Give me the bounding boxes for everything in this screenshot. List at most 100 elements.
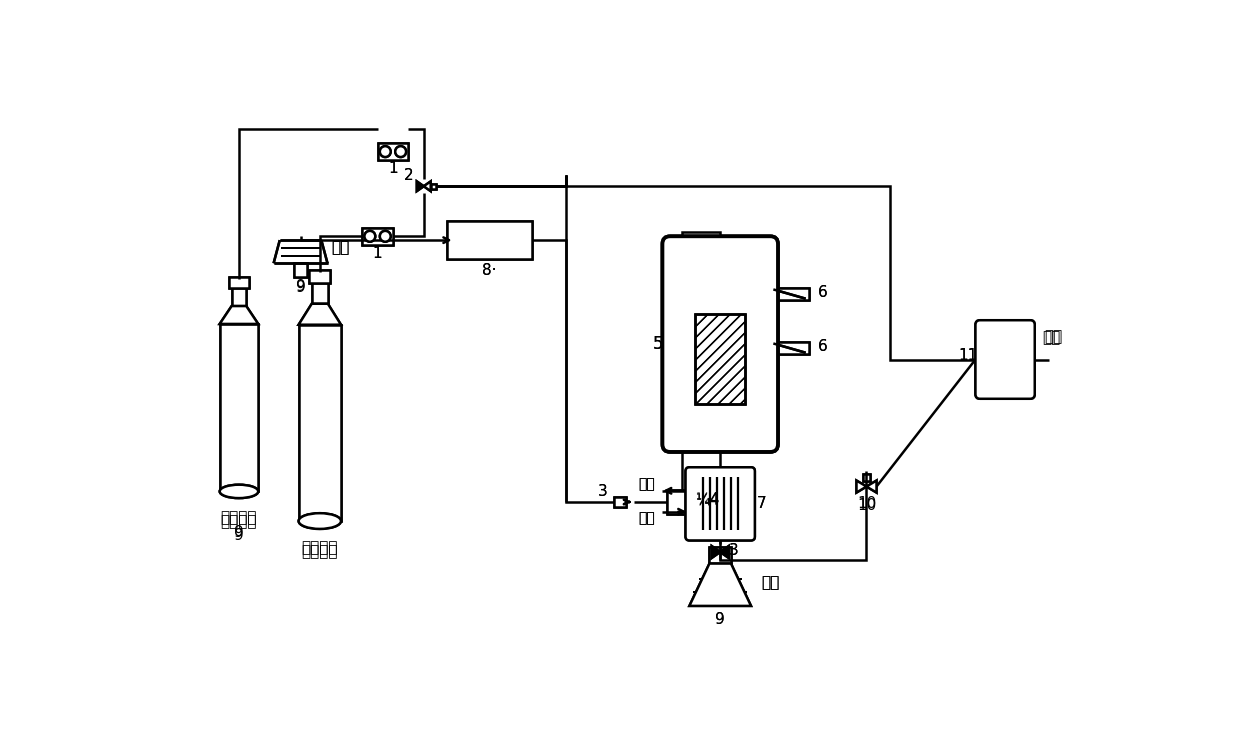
Text: 出水: 出水: [639, 478, 656, 492]
Bar: [863, 473, 870, 481]
Bar: [232, 288, 247, 306]
Bar: [294, 263, 306, 277]
Circle shape: [379, 231, 391, 242]
Bar: [311, 283, 327, 304]
Text: 9: 9: [295, 280, 305, 296]
Text: 7: 7: [756, 496, 766, 512]
Circle shape: [379, 146, 391, 157]
Text: 3: 3: [729, 543, 739, 558]
Text: ¼4: ¼4: [694, 491, 719, 506]
Text: 高纯氢气: 高纯氢气: [301, 544, 339, 560]
Bar: [770, 288, 808, 300]
Text: 5: 5: [652, 335, 663, 353]
Text: 1: 1: [373, 246, 382, 261]
Text: 6: 6: [817, 339, 827, 354]
Text: 进水: 进水: [639, 511, 656, 525]
Text: 11: 11: [959, 348, 977, 363]
Bar: [667, 490, 697, 514]
Polygon shape: [299, 304, 341, 325]
Text: 10: 10: [857, 497, 877, 512]
Bar: [446, 221, 532, 260]
Polygon shape: [424, 182, 430, 191]
Text: 8·: 8·: [482, 262, 496, 278]
Polygon shape: [857, 481, 867, 493]
Bar: [667, 490, 697, 514]
Text: 进水: 进水: [639, 512, 656, 526]
Bar: [229, 277, 248, 288]
Text: 8·: 8·: [482, 262, 496, 278]
Circle shape: [365, 231, 376, 242]
Text: 放空: 放空: [1044, 329, 1063, 344]
Text: 7: 7: [756, 496, 766, 512]
Circle shape: [379, 146, 391, 157]
Bar: [309, 270, 330, 283]
FancyBboxPatch shape: [976, 320, 1034, 399]
Polygon shape: [720, 546, 729, 558]
Text: 1: 1: [388, 161, 398, 176]
Text: 9: 9: [234, 527, 244, 542]
Bar: [377, 143, 408, 160]
Polygon shape: [219, 306, 258, 324]
FancyBboxPatch shape: [976, 320, 1034, 399]
Bar: [311, 283, 327, 304]
Text: 出水: 出水: [639, 478, 656, 492]
Polygon shape: [219, 306, 258, 324]
Bar: [232, 288, 247, 306]
FancyBboxPatch shape: [686, 467, 755, 541]
Text: 高纯氢气: 高纯氢气: [301, 541, 339, 556]
Text: 1: 1: [373, 246, 382, 261]
Text: 2: 2: [403, 168, 413, 183]
Polygon shape: [689, 563, 751, 606]
Text: 3: 3: [598, 484, 608, 499]
Polygon shape: [857, 481, 867, 493]
Bar: [770, 342, 808, 354]
Bar: [229, 277, 248, 288]
Bar: [299, 325, 341, 521]
Polygon shape: [299, 304, 341, 325]
Bar: [693, 256, 748, 433]
Ellipse shape: [219, 484, 258, 498]
Circle shape: [379, 231, 391, 242]
Text: 9: 9: [295, 279, 305, 294]
Bar: [362, 228, 393, 244]
Bar: [693, 256, 748, 433]
FancyBboxPatch shape: [662, 236, 777, 452]
FancyBboxPatch shape: [662, 236, 777, 452]
Text: 产物: 产物: [761, 575, 780, 590]
Bar: [362, 228, 393, 244]
Text: 原料: 原料: [331, 240, 350, 255]
Ellipse shape: [219, 484, 258, 498]
Bar: [299, 325, 341, 521]
Text: 5: 5: [652, 335, 663, 353]
Text: 6: 6: [817, 339, 827, 354]
Text: 6: 6: [817, 285, 827, 300]
Circle shape: [396, 146, 405, 157]
Bar: [696, 314, 745, 404]
Ellipse shape: [299, 513, 341, 529]
Bar: [377, 143, 408, 160]
Polygon shape: [712, 546, 720, 558]
Bar: [446, 221, 532, 260]
Text: 2: 2: [403, 168, 413, 183]
Polygon shape: [417, 182, 424, 191]
Text: 9: 9: [715, 612, 725, 627]
Text: 9: 9: [715, 612, 725, 627]
Polygon shape: [712, 546, 720, 558]
Bar: [696, 314, 745, 404]
Bar: [863, 473, 870, 481]
Polygon shape: [867, 481, 877, 493]
Bar: [219, 324, 258, 491]
Bar: [614, 497, 626, 506]
Bar: [770, 288, 808, 300]
Bar: [770, 342, 808, 354]
Bar: [219, 324, 258, 491]
Polygon shape: [689, 563, 751, 606]
Bar: [709, 547, 730, 563]
Text: 放空: 放空: [1043, 331, 1060, 346]
Ellipse shape: [299, 513, 341, 529]
Circle shape: [365, 231, 376, 242]
Text: 6: 6: [817, 285, 827, 300]
Bar: [614, 497, 626, 506]
Text: 1: 1: [388, 161, 398, 176]
Text: 11: 11: [959, 348, 977, 363]
